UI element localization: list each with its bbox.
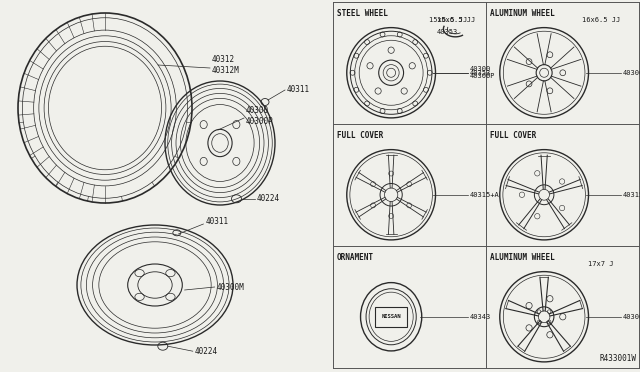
Text: ALUMINUM WHEEL: ALUMINUM WHEEL (490, 253, 555, 262)
Text: STEEL WHEEL: STEEL WHEEL (337, 9, 388, 18)
Text: 40300M: 40300M (623, 70, 640, 76)
Text: 40300M: 40300M (216, 282, 244, 292)
Text: 15x6.5 JJ: 15x6.5 JJ (437, 17, 476, 23)
Text: 40300
40300P: 40300 40300P (246, 106, 274, 126)
Text: 16x6.5 JJ: 16x6.5 JJ (582, 17, 620, 23)
Text: 40343: 40343 (470, 314, 491, 320)
Text: 40315+A: 40315+A (470, 192, 499, 198)
Text: ALUMINUM WHEEL: ALUMINUM WHEEL (490, 9, 555, 18)
Text: 40315: 40315 (623, 192, 640, 198)
Text: FULL COVER: FULL COVER (490, 131, 536, 140)
Text: NISSAN: NISSAN (381, 314, 401, 319)
Text: FULL COVER: FULL COVER (337, 131, 383, 140)
Text: R433001W: R433001W (599, 354, 636, 363)
Text: ORNAMENT: ORNAMENT (337, 253, 374, 262)
Text: 40311: 40311 (287, 84, 310, 93)
Text: 40312
40312M: 40312 40312M (212, 55, 240, 75)
Text: 40224: 40224 (195, 347, 218, 356)
Text: 40353: 40353 (437, 29, 458, 35)
Text: 15x6.5 JJ: 15x6.5 JJ (429, 17, 467, 23)
Text: 17x7 J: 17x7 J (588, 261, 614, 267)
Text: 40224: 40224 (257, 194, 280, 203)
Text: 40300
40300P: 40300 40300P (470, 66, 495, 79)
Text: 40311: 40311 (205, 218, 228, 227)
Text: 40353: 40353 (470, 70, 491, 76)
Text: 40300M: 40300M (623, 314, 640, 320)
